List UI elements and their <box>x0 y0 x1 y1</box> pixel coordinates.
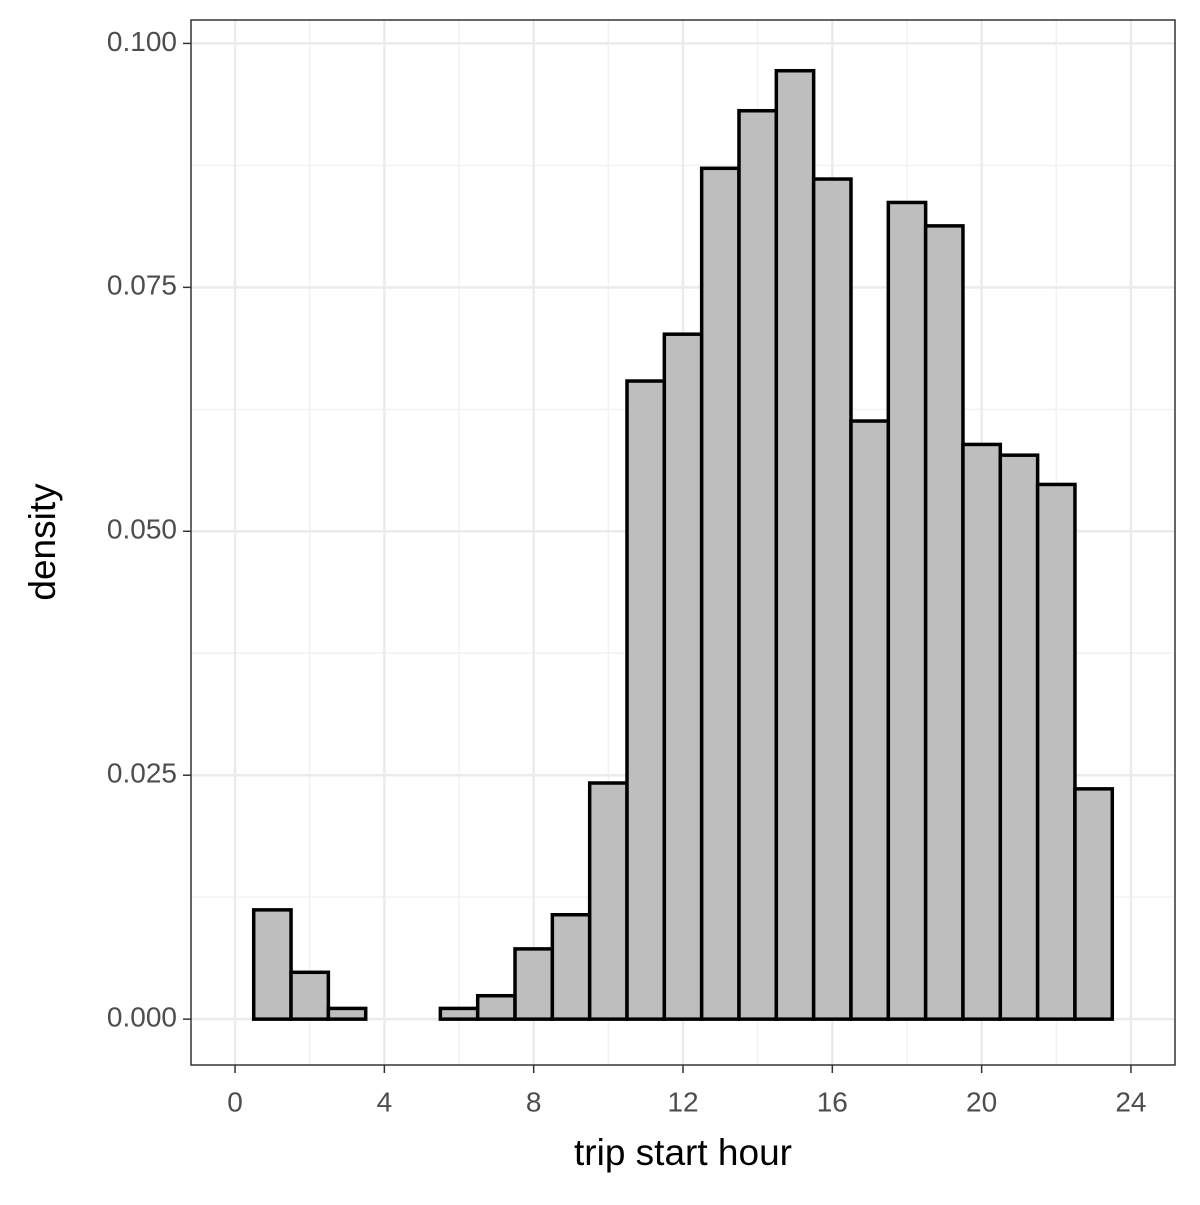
bar <box>326 1006 368 1021</box>
y-tick-label: 0.100 <box>107 26 177 57</box>
bar <box>923 224 965 1021</box>
y-tick-label: 0.025 <box>107 758 177 789</box>
bars <box>251 68 1115 1021</box>
bar <box>438 1006 480 1021</box>
x-tick-label: 16 <box>817 1086 848 1117</box>
bar <box>550 912 592 1021</box>
y-tick-label: 0.050 <box>107 514 177 545</box>
bar <box>587 781 629 1021</box>
bar <box>625 379 667 1021</box>
bar <box>662 332 704 1021</box>
bar <box>998 453 1040 1021</box>
x-tick-label: 24 <box>1115 1086 1146 1117</box>
bar <box>774 68 816 1021</box>
x-axis-title: trip start hour <box>574 1132 792 1173</box>
bar <box>886 200 928 1021</box>
bar <box>737 108 779 1021</box>
x-tick-label: 4 <box>377 1086 393 1117</box>
bar <box>961 442 1003 1021</box>
bar <box>289 970 331 1021</box>
bar <box>251 908 293 1021</box>
x-tick-label: 8 <box>526 1086 542 1117</box>
x-tick-label: 0 <box>227 1086 243 1117</box>
bar <box>811 177 853 1021</box>
y-tick-label: 0.075 <box>107 270 177 301</box>
bar <box>1035 482 1077 1021</box>
bar <box>699 166 741 1021</box>
y-axis-title: density <box>22 483 63 601</box>
bar <box>475 993 517 1021</box>
bar <box>1073 787 1115 1021</box>
x-tick-label: 20 <box>966 1086 997 1117</box>
bar <box>513 947 555 1021</box>
y-tick-label: 0.000 <box>107 1002 177 1033</box>
bar <box>849 419 891 1021</box>
x-tick-label: 12 <box>667 1086 698 1117</box>
